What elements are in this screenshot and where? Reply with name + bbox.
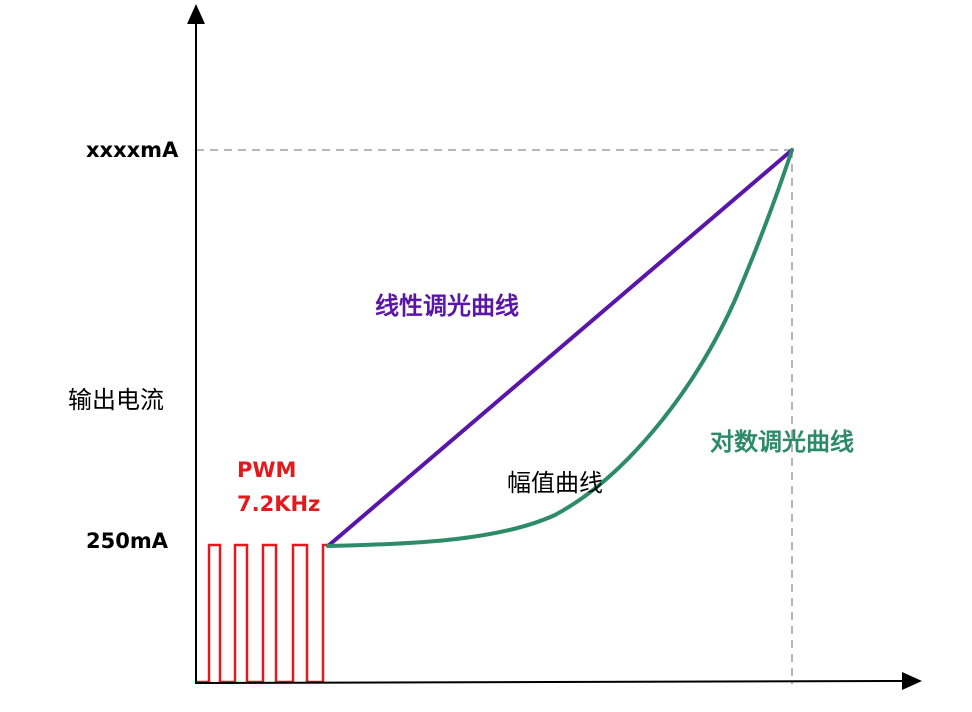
- y-tick-250ma-label: 250mA: [86, 529, 168, 553]
- x-axis: [195, 680, 905, 684]
- amplitude-curve-label: 幅值曲线: [507, 469, 603, 497]
- pwm-waveform: [196, 543, 330, 684]
- pwm-label: PWM: [237, 458, 297, 482]
- pwm-frequency-label: 7.2KHz: [237, 492, 321, 516]
- linear-dimming-curve: [326, 148, 794, 548]
- y-axis-title: 输出电流: [68, 386, 164, 414]
- log-dimming-curve: [326, 148, 794, 548]
- y-tick-max-label: xxxxmA: [86, 138, 179, 162]
- x-axis-arrow-icon: [902, 672, 922, 690]
- log-curve-label: 对数调光曲线: [710, 428, 854, 456]
- y-axis-arrow-icon: [187, 4, 205, 24]
- linear-curve-label: 线性调光曲线: [375, 292, 519, 320]
